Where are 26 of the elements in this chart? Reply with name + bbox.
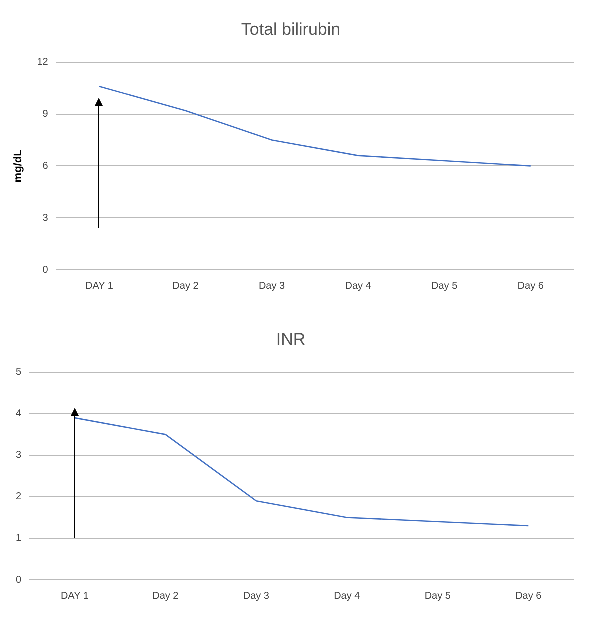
x-tick-label: Day 6 — [516, 590, 542, 602]
y-tick-label: 3 — [16, 450, 22, 462]
x-tick-label: Day 5 — [432, 280, 458, 292]
y-tick-label: 6 — [42, 160, 49, 172]
x-tick-label: Day 2 — [172, 280, 200, 292]
y-tick-label: 0 — [16, 574, 22, 586]
chart-title: INR — [276, 330, 306, 349]
x-tick-label: Day 3 — [243, 590, 270, 602]
y-tick-label: 2 — [16, 492, 22, 503]
y-axis-title: mg/dL — [12, 149, 25, 183]
chart-title: Total bilirubin — [241, 20, 341, 39]
x-tick-label: Day 6 — [518, 280, 544, 292]
y-tick-label: 1 — [16, 533, 22, 544]
y-tick-label: 9 — [42, 109, 49, 120]
y-tick-label: 5 — [16, 367, 22, 378]
x-tick-label: Day 3 — [258, 280, 286, 292]
x-tick-label: Day 4 — [334, 590, 361, 602]
x-tick-label: DAY 1 — [85, 280, 114, 292]
y-tick-label: 12 — [37, 57, 49, 68]
y-tick-label: 0 — [42, 264, 49, 276]
y-tick-label: 3 — [42, 212, 49, 224]
x-tick-label: Day 4 — [345, 280, 372, 292]
y-tick-label: 4 — [16, 408, 22, 420]
x-tick-label: Day 5 — [424, 590, 452, 602]
x-tick-label: Day 2 — [152, 590, 180, 602]
x-tick-label: DAY 1 — [60, 590, 90, 602]
